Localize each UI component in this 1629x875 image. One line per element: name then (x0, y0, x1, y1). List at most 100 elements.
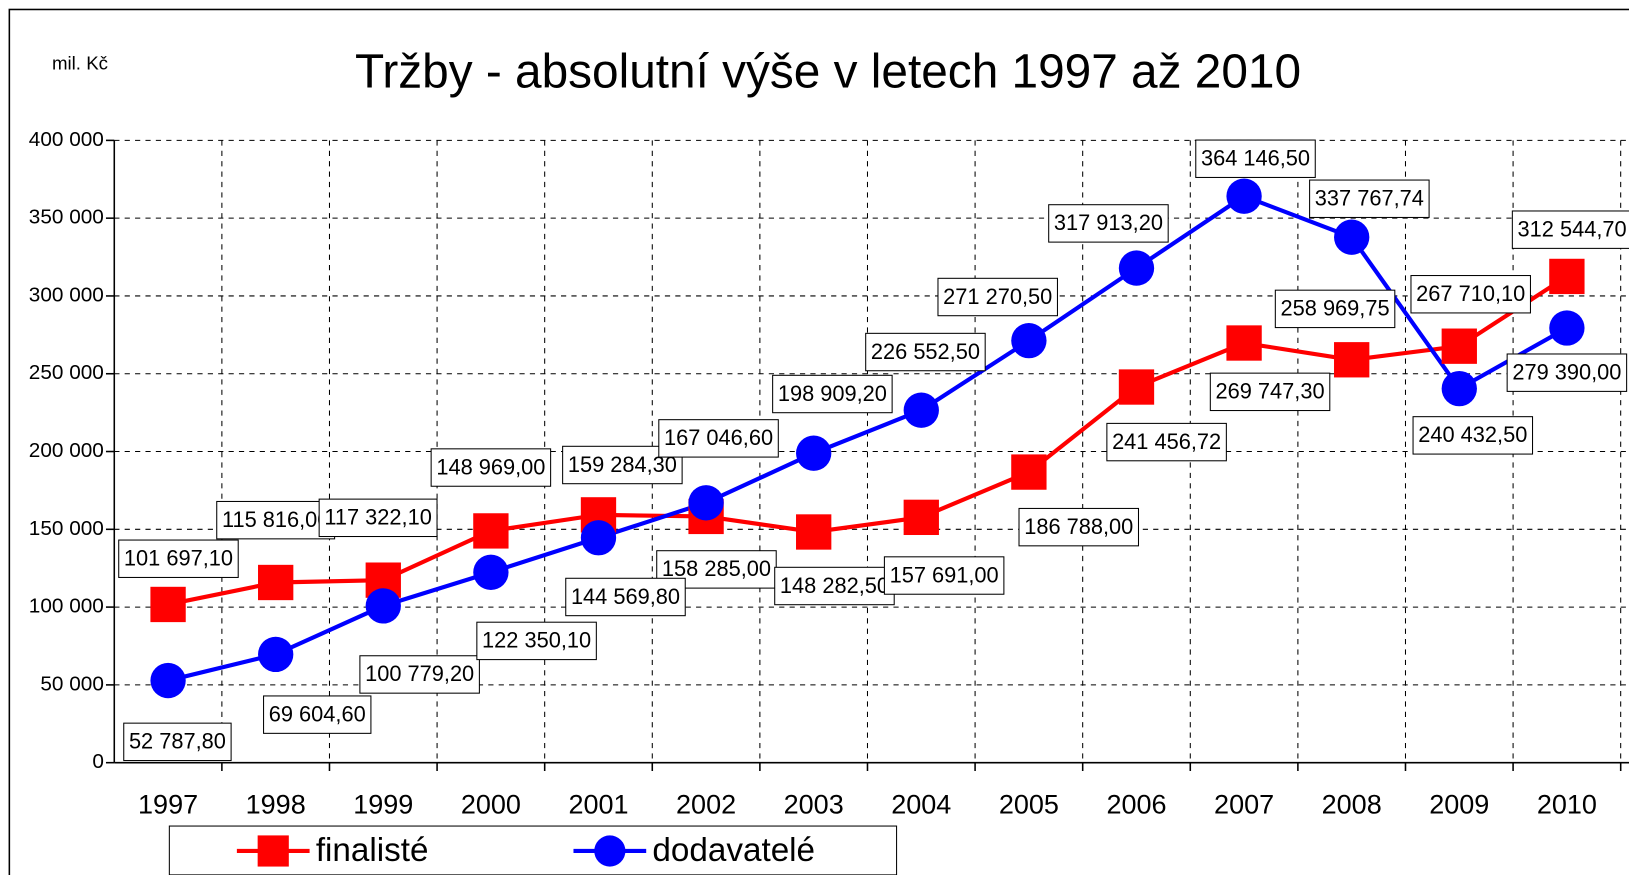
x-tick-label: 2004 (891, 789, 951, 819)
data-label-text: 117 322,10 (324, 505, 431, 530)
data-label: 69 604,60 (263, 695, 372, 734)
data-label: 337 767,74 (1309, 179, 1430, 218)
y-tick-label: 50 000 (40, 672, 104, 695)
data-label: 364 146,50 (1195, 139, 1316, 178)
data-label-box (118, 539, 239, 578)
data-label: 122 350,10 (476, 621, 597, 661)
data-label-text: 269 747,30 (1216, 379, 1325, 404)
x-tick-label: 1999 (353, 789, 413, 819)
data-label-box (883, 556, 1005, 595)
data-label-text: 271 270,50 (943, 284, 1052, 309)
x-tick-label: 2001 (568, 789, 628, 819)
data-label-box (1309, 179, 1430, 218)
marker (1226, 178, 1262, 214)
series-line (167, 274, 1569, 607)
marker (1226, 325, 1262, 361)
data-label-box (476, 621, 597, 661)
data-label-box (430, 448, 552, 487)
data-label-box (318, 498, 438, 538)
marker (150, 662, 186, 699)
data-label: 148 282,50 (774, 566, 895, 606)
x-tick-label: 2008 (1322, 789, 1382, 819)
data-label-text: 317 913,20 (1054, 210, 1163, 235)
legend-label: finalisté (316, 832, 429, 869)
data-label-text: 158 285,00 (662, 556, 771, 581)
data-label-box (123, 722, 232, 762)
data-label-text: 186 788,00 (1024, 514, 1133, 539)
marker (903, 392, 939, 428)
legend-label: dodavatelé (652, 832, 815, 869)
x-tick-label: 2009 (1429, 789, 1489, 819)
data-label-box (1048, 204, 1169, 243)
data-label-box (1274, 289, 1396, 329)
data-label-box (1018, 507, 1140, 547)
data-label-box (359, 655, 480, 694)
data-label-text: 312 544,70 (1518, 216, 1627, 241)
data-label-box (774, 566, 895, 606)
series-line (167, 194, 1568, 683)
data-label: 240 432,50 (1412, 416, 1534, 455)
data-label-text: 226 552,50 (871, 339, 980, 364)
data-label-box (1195, 139, 1316, 178)
data-label: 52 787,80 (123, 722, 232, 762)
data-label: 157 691,00 (883, 556, 1005, 595)
data-label-box (1412, 416, 1534, 455)
data-label: 148 969,00 (430, 448, 552, 487)
data-label: 158 285,00 (656, 550, 777, 589)
marker (1441, 328, 1477, 364)
data-label-text: 258 969,75 (1281, 296, 1390, 321)
x-tick-label: 2010 (1537, 789, 1597, 819)
data-label-text: 364 146,50 (1201, 146, 1310, 171)
y-tick-label: 250 000 (29, 361, 104, 384)
marker (796, 435, 832, 471)
marker (580, 520, 617, 556)
x-tick-label: 2005 (999, 789, 1059, 819)
data-label-box (1106, 422, 1227, 462)
data-label-text: 144 569,80 (571, 584, 680, 609)
x-tick-label: 1998 (246, 789, 306, 819)
data-label-text: 198 909,20 (778, 381, 887, 406)
marker (1118, 369, 1155, 405)
data-label-text: 52 787,80 (129, 729, 226, 754)
data-label-box (565, 577, 686, 617)
data-label: 271 270,50 (937, 277, 1058, 317)
data-label: 186 788,00 (1018, 507, 1140, 547)
marker (1118, 250, 1155, 286)
marker (688, 485, 724, 521)
marker (150, 586, 186, 623)
data-label-box (658, 419, 779, 458)
data-label: 269 747,30 (1209, 372, 1331, 412)
marker (257, 835, 289, 867)
data-label-text: 267 710,10 (1416, 281, 1525, 306)
x-tick-label: 2002 (676, 789, 736, 819)
chart-border (8, 8, 1629, 875)
marker (1334, 342, 1370, 378)
x-tick-label: 2007 (1214, 789, 1274, 819)
data-label-text: 279 390,00 (1512, 359, 1621, 384)
data-label: 317 913,20 (1048, 204, 1169, 243)
data-label: 226 552,50 (865, 332, 986, 372)
marker (473, 554, 509, 590)
y-tick-label: 100 000 (29, 595, 104, 618)
marker (258, 636, 294, 673)
data-label-text: 240 432,50 (1418, 422, 1527, 447)
x-tick-label: 2006 (1106, 789, 1166, 819)
data-label: 241 456,72 (1106, 422, 1227, 462)
y-axis-label: mil. Kč (52, 52, 108, 73)
marker (1549, 310, 1585, 346)
lines (150, 178, 1585, 699)
marker (365, 588, 401, 624)
marker (903, 499, 939, 536)
legend: finalisté dodavatelé (168, 825, 898, 875)
x-tick-label: 1997 (138, 789, 198, 819)
y-tick-label: 150 000 (29, 517, 104, 540)
y-tick-label: 350 000 (29, 206, 104, 229)
data-label: 144 569,80 (565, 577, 686, 617)
grid: 0 50 000 100 000 150 000 200 000 250 000 300 0… (29, 128, 1629, 819)
data-label-box (216, 500, 336, 540)
data-label-text: 122 350,10 (482, 628, 591, 653)
data-label-box (1410, 275, 1531, 314)
